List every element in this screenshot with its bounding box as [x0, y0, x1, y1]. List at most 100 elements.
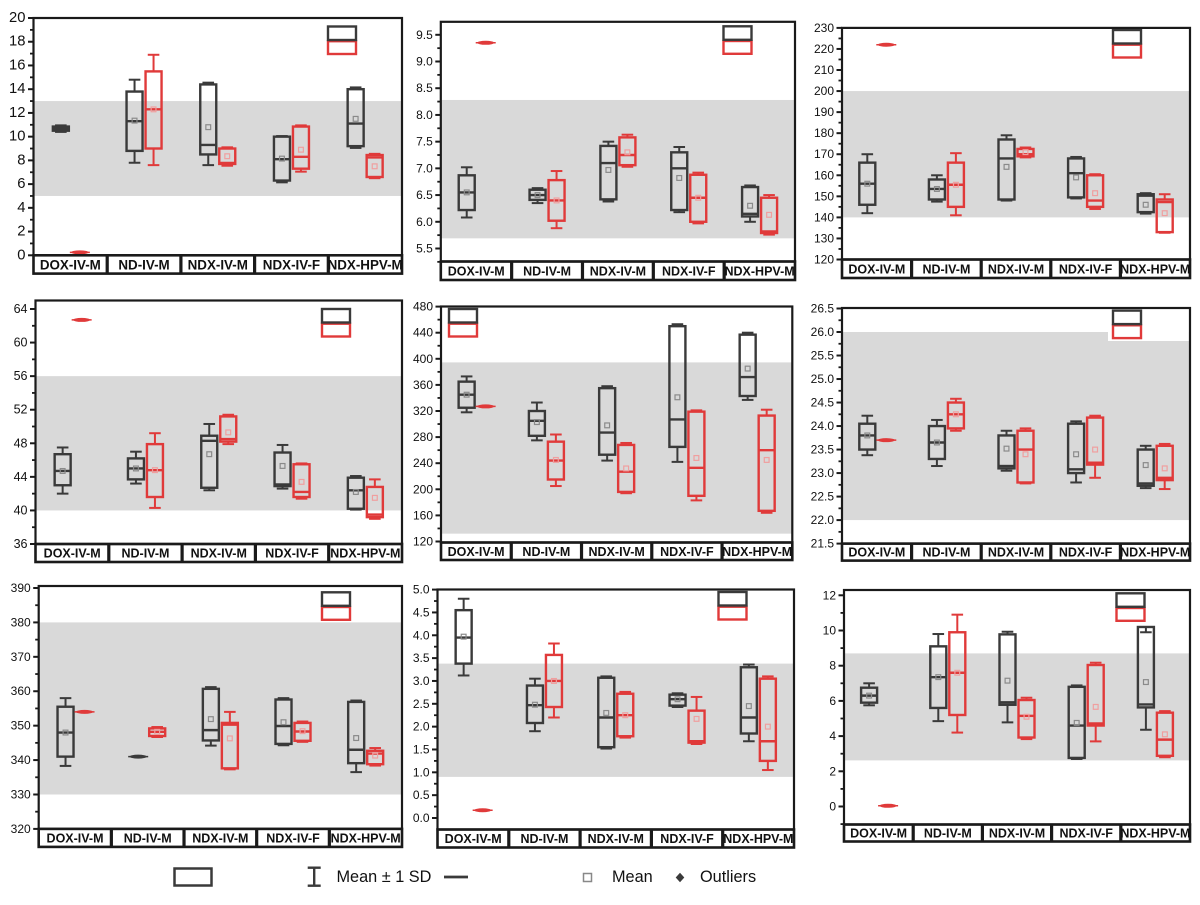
svg-text:ND-IV-M: ND-IV-M	[124, 831, 172, 845]
svg-text:210: 210	[814, 63, 834, 77]
svg-text:NDX-IV-F: NDX-IV-F	[265, 547, 319, 561]
svg-text:360: 360	[11, 684, 31, 698]
svg-text:400: 400	[413, 352, 433, 366]
svg-text:440: 440	[413, 326, 433, 340]
svg-text:280: 280	[413, 430, 433, 444]
svg-text:48: 48	[14, 436, 28, 450]
svg-text:170: 170	[814, 147, 834, 161]
svg-text:NDX-IV-M: NDX-IV-M	[989, 827, 1045, 841]
svg-text:NDX-HPV-M: NDX-HPV-M	[328, 257, 403, 272]
svg-text:14: 14	[9, 81, 25, 97]
svg-text:64: 64	[14, 302, 28, 316]
svg-text:52: 52	[14, 403, 28, 417]
svg-text:200: 200	[814, 84, 834, 98]
svg-text:NDX-IV-F: NDX-IV-F	[662, 264, 716, 278]
svg-text:DOX-IV-M: DOX-IV-M	[448, 545, 505, 559]
svg-text:3.0: 3.0	[413, 674, 430, 688]
svg-text:0: 0	[829, 800, 836, 814]
svg-text:120: 120	[814, 253, 834, 267]
svg-text:NDX-IV-M: NDX-IV-M	[988, 546, 1044, 560]
svg-text:NDX-HPV-M: NDX-HPV-M	[725, 264, 795, 278]
svg-text:4.5: 4.5	[413, 605, 430, 619]
svg-text:NDX-HPV-M: NDX-HPV-M	[1120, 827, 1190, 841]
svg-text:480: 480	[413, 300, 433, 314]
svg-text:24.0: 24.0	[811, 419, 835, 433]
svg-text:NDX-IV-F: NDX-IV-F	[263, 257, 320, 272]
svg-text:5.0: 5.0	[413, 583, 430, 597]
svg-text:26.0: 26.0	[811, 325, 835, 339]
svg-text:2.5: 2.5	[413, 697, 430, 711]
svg-text:NDX-IV-F: NDX-IV-F	[660, 545, 714, 559]
svg-text:NDX-IV-M: NDX-IV-M	[588, 832, 644, 846]
svg-text:ND-IV-M: ND-IV-M	[520, 832, 568, 846]
svg-text:10: 10	[9, 129, 25, 145]
svg-text:NDX-IV-M: NDX-IV-M	[188, 257, 248, 272]
svg-text:60: 60	[14, 336, 28, 350]
svg-text:NDX-IV-F: NDX-IV-F	[1059, 262, 1113, 276]
svg-text:DOX-IV-M: DOX-IV-M	[47, 831, 104, 845]
svg-text:0.5: 0.5	[413, 788, 430, 802]
svg-text:25.5: 25.5	[811, 349, 835, 363]
svg-text:390: 390	[11, 581, 31, 595]
svg-text:ND-IV-M: ND-IV-M	[523, 264, 571, 278]
svg-text:DOX-IV-M: DOX-IV-M	[448, 264, 505, 278]
svg-text:21.5: 21.5	[811, 537, 835, 551]
svg-text:DOX-IV-M: DOX-IV-M	[848, 262, 905, 276]
svg-text:NDX-HPV-M: NDX-HPV-M	[331, 831, 401, 845]
svg-text:240: 240	[413, 456, 433, 470]
svg-text:NDX-IV-F: NDX-IV-F	[660, 832, 714, 846]
svg-text:2: 2	[17, 224, 25, 240]
svg-text:120: 120	[413, 535, 433, 549]
svg-text:190: 190	[814, 105, 834, 119]
svg-text:Mean ± 1 SD: Mean ± 1 SD	[337, 868, 432, 886]
svg-text:ND-IV-M: ND-IV-M	[924, 827, 972, 841]
svg-text:36: 36	[14, 537, 28, 551]
svg-text:DOX-IV-M: DOX-IV-M	[445, 832, 502, 846]
svg-text:NDX-IV-M: NDX-IV-M	[192, 831, 248, 845]
svg-text:NDX-IV-M: NDX-IV-M	[191, 547, 247, 561]
svg-text:22.0: 22.0	[811, 513, 835, 527]
svg-text:8.5: 8.5	[416, 81, 433, 95]
svg-text:1.5: 1.5	[413, 742, 430, 756]
svg-text:Mean: Mean	[612, 868, 653, 886]
svg-text:44: 44	[14, 470, 28, 484]
svg-text:25.0: 25.0	[811, 372, 835, 386]
svg-text:NDX-IV-M: NDX-IV-M	[590, 264, 646, 278]
svg-text:230: 230	[814, 21, 834, 35]
svg-text:7.0: 7.0	[416, 161, 433, 175]
svg-text:20: 20	[9, 10, 25, 26]
svg-text:150: 150	[814, 189, 834, 203]
svg-text:DOX-IV-M: DOX-IV-M	[44, 547, 101, 561]
svg-text:160: 160	[413, 508, 433, 522]
svg-text:220: 220	[814, 42, 834, 56]
svg-text:9.0: 9.0	[416, 55, 433, 69]
svg-text:16: 16	[9, 57, 25, 73]
svg-text:6: 6	[829, 694, 836, 708]
svg-text:340: 340	[11, 753, 31, 767]
svg-text:23.5: 23.5	[811, 443, 835, 457]
svg-text:24.5: 24.5	[811, 396, 835, 410]
svg-text:NDX-IV-F: NDX-IV-F	[266, 831, 320, 845]
svg-text:0: 0	[17, 247, 25, 263]
svg-text:26.5: 26.5	[811, 302, 835, 316]
svg-text:NDX-HPV-M: NDX-HPV-M	[723, 832, 793, 846]
svg-text:6.5: 6.5	[416, 188, 433, 202]
svg-text:8: 8	[17, 152, 25, 168]
svg-text:22.5: 22.5	[811, 490, 835, 504]
svg-text:360: 360	[413, 378, 433, 392]
svg-text:NDX-HPV-M: NDX-HPV-M	[1120, 546, 1190, 560]
svg-text:Outliers: Outliers	[700, 868, 756, 886]
svg-text:5.5: 5.5	[416, 242, 433, 256]
svg-text:DOX-IV-M: DOX-IV-M	[850, 827, 907, 841]
svg-text:200: 200	[413, 482, 433, 496]
svg-text:DOX-IV-M: DOX-IV-M	[40, 257, 101, 272]
svg-text:NDX-IV-F: NDX-IV-F	[1059, 827, 1113, 841]
svg-text:1.0: 1.0	[413, 765, 430, 779]
svg-text:380: 380	[11, 615, 31, 629]
svg-text:8.0: 8.0	[416, 108, 433, 122]
svg-text:23.0: 23.0	[811, 466, 835, 480]
svg-text:8: 8	[829, 659, 836, 673]
svg-text:4.0: 4.0	[413, 628, 430, 642]
svg-text:NDX-HPV-M: NDX-HPV-M	[1120, 262, 1190, 276]
svg-text:ND-IV-M: ND-IV-M	[922, 546, 970, 560]
